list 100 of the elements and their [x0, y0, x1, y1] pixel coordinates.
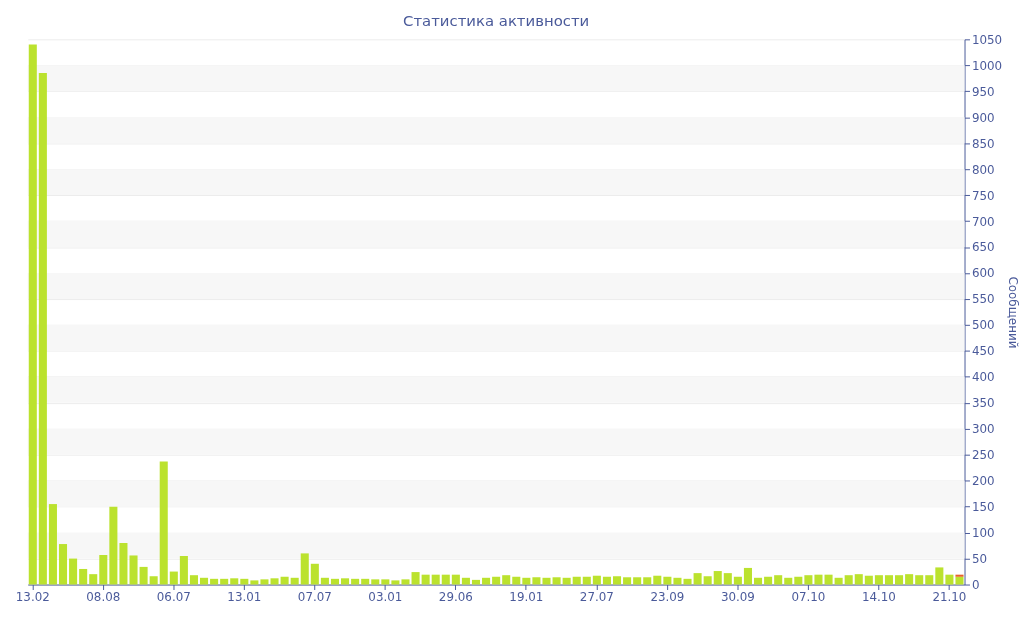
bar — [864, 575, 873, 585]
bar — [280, 576, 289, 585]
bar — [814, 574, 823, 585]
bar — [562, 577, 571, 585]
bar — [230, 578, 239, 585]
bar — [925, 575, 934, 585]
bar — [512, 576, 521, 585]
bar — [169, 571, 178, 585]
x-tick-label: 29.06 — [438, 589, 473, 604]
y-tick-label: 200 — [971, 474, 995, 489]
bar — [754, 577, 763, 585]
y-tick-label: 500 — [971, 318, 995, 333]
bar — [673, 577, 682, 585]
y-tick-label: 550 — [971, 292, 995, 307]
bar — [552, 577, 561, 585]
bar — [532, 577, 541, 585]
bar — [89, 574, 98, 585]
bar — [895, 575, 904, 585]
bar — [794, 576, 803, 585]
x-tick-label: 06.07 — [156, 589, 191, 604]
bar — [210, 578, 219, 585]
bar — [431, 574, 440, 585]
bar — [401, 579, 410, 585]
y-axis-title: Сообщений — [1006, 276, 1021, 349]
bar — [542, 577, 551, 585]
bar — [874, 575, 883, 585]
bar — [58, 544, 68, 585]
bar — [602, 576, 611, 585]
x-tick-label: 21.10 — [932, 589, 967, 604]
bar — [119, 543, 128, 585]
bar — [451, 574, 460, 585]
bar — [79, 568, 88, 585]
y-tick-label: 1050 — [971, 32, 1003, 47]
bar — [69, 558, 78, 585]
bar — [834, 577, 843, 585]
bar — [693, 573, 702, 585]
y-tick-label: 150 — [971, 500, 995, 515]
y-tick-label: 850 — [971, 136, 995, 151]
x-tick-label: 27.07 — [579, 589, 614, 604]
bar — [854, 574, 863, 585]
y-tick-label: 1000 — [971, 58, 1003, 73]
bar — [149, 576, 158, 585]
bar — [28, 44, 37, 585]
bar — [844, 575, 853, 585]
bar — [330, 578, 339, 585]
y-tick-label: 800 — [971, 162, 995, 177]
bar — [48, 504, 57, 585]
bar — [109, 506, 118, 585]
bar — [774, 575, 783, 585]
y-tick-label: 600 — [971, 266, 995, 281]
x-tick-label: 23.09 — [650, 589, 685, 604]
bar — [743, 567, 752, 585]
y-tick-label: 0 — [971, 578, 980, 592]
bar — [905, 574, 914, 585]
x-tick-label: 08.08 — [86, 589, 121, 604]
bar — [804, 575, 813, 585]
bar — [884, 575, 894, 585]
bar — [139, 566, 148, 585]
bar — [441, 574, 450, 585]
bar — [381, 579, 390, 585]
bar — [300, 553, 309, 585]
bar — [391, 580, 400, 585]
bar — [411, 572, 420, 585]
bar — [683, 578, 692, 585]
bar — [270, 578, 279, 585]
bar — [371, 579, 380, 585]
bar — [310, 563, 319, 585]
y-tick-label: 50 — [971, 552, 988, 567]
bar — [522, 577, 531, 585]
bar — [250, 580, 259, 585]
y-tick-label: 450 — [971, 344, 995, 359]
y-tick-label: 750 — [971, 188, 995, 203]
bar — [341, 578, 350, 585]
x-tick-label: 03.01 — [368, 589, 403, 604]
bar — [351, 578, 360, 585]
bar — [129, 555, 138, 585]
bar — [713, 571, 722, 585]
bar — [361, 578, 370, 585]
y-tick-label: 700 — [971, 214, 995, 229]
bar — [159, 461, 168, 585]
bar — [955, 574, 964, 577]
x-tick-label: 13.01 — [227, 589, 262, 604]
bar — [572, 576, 581, 585]
y-tick-label: 650 — [971, 240, 995, 255]
chart-title: Статистика активности — [403, 12, 590, 31]
bar — [38, 73, 47, 585]
bar — [260, 579, 269, 585]
bar — [482, 577, 491, 585]
bar — [784, 577, 793, 585]
bar — [179, 555, 188, 585]
bar — [623, 577, 632, 585]
y-tick-label: 350 — [971, 396, 995, 411]
bar — [592, 575, 601, 585]
bar — [492, 576, 501, 585]
x-tick-label: 19.01 — [509, 589, 544, 604]
y-tick-label: 400 — [971, 370, 995, 385]
y-tick-label: 300 — [971, 422, 995, 437]
bar — [502, 575, 511, 585]
bar — [723, 573, 732, 585]
bar — [824, 574, 833, 585]
